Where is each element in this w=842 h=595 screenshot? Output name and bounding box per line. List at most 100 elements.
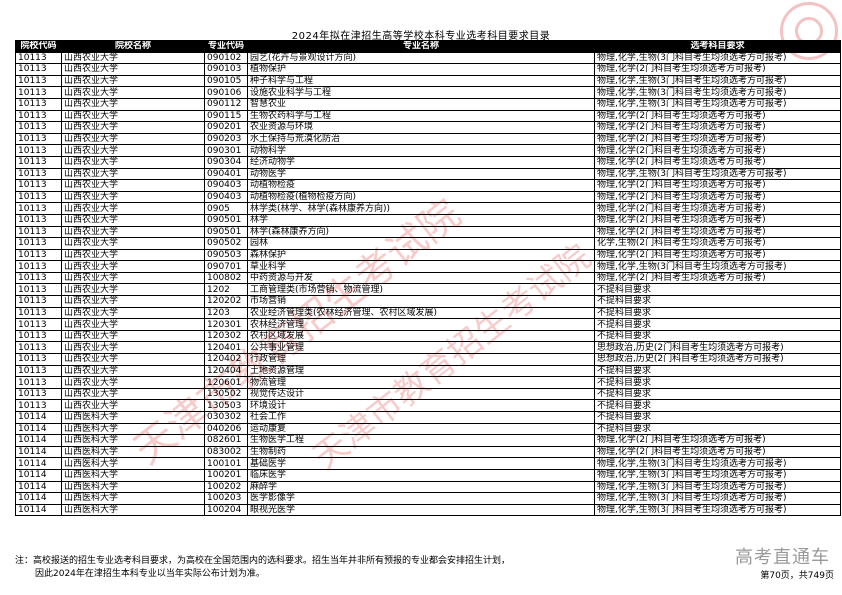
school-name-cell: 山西农业大学: [61, 329, 205, 343]
school-code-cell: 10113: [15, 109, 62, 123]
major-name-cell: 土地资源管理: [247, 364, 595, 378]
major-name-cell: 运动康复: [247, 422, 595, 436]
table-row: 10113 山西农业大学 090115 生物农药科学与工程 物理,化学(2门科目考生均须…: [15, 109, 841, 123]
major-code-cell: 120402: [204, 353, 248, 366]
requirements-cell: 物理,化学(2门科目考生均须选考方可报考): [594, 190, 841, 204]
school-code-cell: 10113: [15, 376, 62, 389]
major-name-cell: 基础医学: [247, 457, 595, 470]
page-title: 2024年拟在津招生高等学校本科专业选考科目要求目录: [291, 31, 551, 42]
school-code-cell: 10113: [15, 387, 62, 401]
footnote: 注：高校报送的招生专业选考科目要求，为高校在全国范围内的选科要求。招生当年并非所…: [15, 555, 510, 581]
table-row: 10114 山西医科大学 100101 基础医学 物理,化学,生物(3门科目考生均须选考…: [15, 457, 841, 470]
major-code-cell: 090304: [204, 155, 248, 169]
table-row: 10113 山西农业大学 1203 农业经济管理类(农林经济管理、农村区域发展) 不提科…: [15, 306, 841, 320]
requirements-cell: 物理,化学,生物(3门科目考生均须选考方可报考): [594, 167, 841, 181]
school-name-cell: 山西农业大学: [61, 63, 205, 76]
footnote-line: 注：高校报送的招生专业选考科目要求，为高校在全国范围内的选科要求。招生当年并非所…: [15, 556, 511, 566]
table-row: 10113 山西农业大学 090112 智慧农业 物理,化学,生物(3门科目考生均须选考…: [15, 97, 841, 111]
table-row: 10113 山西农业大学 090106 设施农业科学与工程 物理,化学,生物(3门科目考…: [15, 86, 841, 99]
school-name-cell: 山西农业大学: [61, 399, 205, 412]
school-code-cell: 10113: [15, 155, 62, 169]
major-code-cell: 120301: [204, 318, 248, 331]
school-name-cell: 山西医科大学: [61, 434, 205, 447]
table-row: 10113 山西农业大学 090102 园艺(花卉与景观设计方向) 物理,化学,生物(3…: [15, 51, 841, 65]
school-name-cell: 山西农业大学: [61, 74, 205, 88]
major-code-cell: 090115: [204, 109, 248, 123]
requirements-cell: 物理,化学(2门科目考生均须选考方可报考): [594, 434, 841, 447]
school-name-cell: 山西农业大学: [61, 260, 205, 273]
school-code-cell: 10114: [15, 468, 62, 482]
requirements-cell: 物理,化学,生物(3门科目考生均须选考方可报考): [594, 260, 841, 273]
requirements-cell: 物理,化学(2门科目考生均须选考方可报考): [594, 225, 841, 239]
major-name-cell: 动植物检疫: [247, 179, 595, 192]
major-name-cell: 经济动物学: [247, 155, 595, 169]
major-code-cell: 090106: [204, 86, 248, 99]
header-requirements: 选考科目要求: [594, 40, 841, 53]
table-row: 10113 山西农业大学 120302 农村区域发展 不提科目要求: [15, 329, 841, 343]
major-code-cell: 082601: [204, 434, 248, 447]
major-code-cell: 1202: [204, 283, 248, 297]
header-major-code: 专业代码: [204, 40, 248, 53]
brand-watermark: 高考直通车: [735, 547, 830, 568]
major-name-cell: 植物保护: [247, 63, 595, 76]
school-name-cell: 山西农业大学: [61, 376, 205, 389]
school-name-cell: 山西医科大学: [61, 480, 205, 494]
school-code-cell: 10114: [15, 422, 62, 436]
major-name-cell: 生物制药: [247, 445, 595, 459]
school-name-cell: 山西农业大学: [61, 121, 205, 134]
major-code-cell: 100203: [204, 492, 248, 505]
table-row: 10113 山西农业大学 090501 林学(森林康养方向) 物理,化学(2门科目考生均…: [15, 225, 841, 239]
major-code-cell: 100201: [204, 468, 248, 482]
school-code-cell: 10114: [15, 492, 62, 505]
table-row: 10113 山西农业大学 090401 动物医学 物理,化学,生物(3门科目考生均须选考…: [15, 167, 841, 181]
requirements-cell: 物理,化学(2门科目考生均须选考方可报考): [594, 155, 841, 169]
requirements-cell: 物理,化学(2门科目考生均须选考方可报考): [594, 248, 841, 262]
school-name-cell: 山西农业大学: [61, 283, 205, 297]
table-row: 10113 山西农业大学 120404 土地资源管理 不提科目要求: [15, 364, 841, 378]
major-code-cell: 120202: [204, 295, 248, 308]
table-row: 10113 山西农业大学 0905 林学类(林学、林学(森林康养方向)) 物理,化学(2…: [15, 202, 841, 215]
school-code-cell: 10114: [15, 503, 62, 517]
requirements-cell: 物理,化学,生物(3门科目考生均须选考方可报考): [594, 468, 841, 482]
school-code-cell: 10113: [15, 121, 62, 134]
school-name-cell: 山西医科大学: [61, 422, 205, 436]
school-code-cell: 10113: [15, 260, 62, 273]
school-code-cell: 10113: [15, 353, 62, 366]
requirements-cell: 物理,化学(2门科目考生均须选考方可报考): [594, 132, 841, 146]
table-row: 10114 山西医科大学 082601 生物医学工程 物理,化学(2门科目考生均须选考方…: [15, 434, 841, 447]
table-row: 10113 山西农业大学 120202 市场营销 不提科目要求: [15, 295, 841, 308]
requirements-cell: 不提科目要求: [594, 329, 841, 343]
school-name-cell: 山西农业大学: [61, 86, 205, 99]
major-name-cell: 林学(森林康养方向): [247, 225, 595, 239]
school-code-cell: 10114: [15, 434, 62, 447]
requirements-cell: 物理,化学,生物(3门科目考生均须选考方可报考): [594, 86, 841, 99]
major-name-cell: 行政管理: [247, 353, 595, 366]
school-name-cell: 山西农业大学: [61, 155, 205, 169]
school-code-cell: 10113: [15, 167, 62, 181]
major-code-cell: 120302: [204, 329, 248, 343]
school-name-cell: 山西农业大学: [61, 190, 205, 204]
major-name-cell: 设施农业科学与工程: [247, 86, 595, 99]
table-row: 10114 山西医科大学 100201 临床医学 物理,化学,生物(3门科目考生均须选考…: [15, 468, 841, 482]
major-code-cell: 090301: [204, 144, 248, 157]
requirements-cell: 物理,化学(2门科目考生均须选考方可报考): [594, 121, 841, 134]
footnote-line: 因此2024年在津招生本科专业以当年实际公布计划为准。: [35, 569, 265, 579]
school-name-cell: 山西农业大学: [61, 225, 205, 239]
major-code-cell: 090502: [204, 237, 248, 250]
school-name-cell: 山西农业大学: [61, 144, 205, 157]
school-name-cell: 山西医科大学: [61, 468, 205, 482]
major-name-cell: 生物农药科学与工程: [247, 109, 595, 123]
school-code-cell: 10113: [15, 190, 62, 204]
requirements-cell: 不提科目要求: [594, 376, 841, 389]
requirements-cell: 物理,化学(2门科目考生均须选考方可报考): [594, 63, 841, 76]
table-row: 10114 山西医科大学 100203 医学影像学 物理,化学,生物(3门科目考生均须选…: [15, 492, 841, 505]
requirements-cell: 物理,化学(2门科目考生均须选考方可报考): [594, 213, 841, 227]
major-name-cell: 园艺(花卉与景观设计方向): [247, 51, 595, 65]
table-row: 10113 山西农业大学 120401 公共事业管理 思想政治,历史(2门科目考生均须选…: [15, 341, 841, 355]
major-code-cell: 120404: [204, 364, 248, 378]
major-name-cell: 中药资源与开发: [247, 271, 595, 285]
school-name-cell: 山西农业大学: [61, 295, 205, 308]
requirements-cell: 物理,化学(2门科目考生均须选考方可报考): [594, 179, 841, 192]
school-code-cell: 10113: [15, 225, 62, 239]
table-row: 10113 山西农业大学 100802 中药资源与开发 物理,化学(2门科目考生均须选考…: [15, 271, 841, 285]
